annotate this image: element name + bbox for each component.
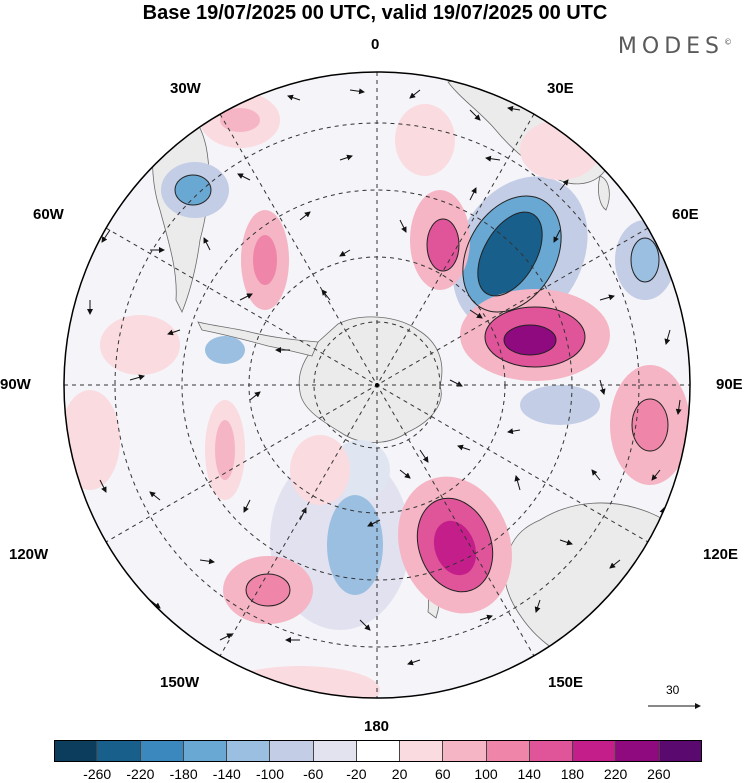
colorbar-tick-label: 180	[560, 766, 585, 782]
colorbar-tick-label: -220	[126, 766, 155, 782]
modes-logo: MODES©	[618, 34, 732, 59]
colorbar	[54, 740, 702, 762]
colorbar-swatch	[270, 740, 314, 762]
lon-label-60w: 60W	[33, 206, 64, 223]
lon-label-90w: 90W	[0, 376, 31, 393]
colorbar-tick-label: 140	[517, 766, 541, 782]
map-field	[64, 72, 690, 698]
lon-label-30w: 30W	[170, 80, 201, 97]
colorbar-swatch	[356, 740, 401, 762]
lon-label-0: 0	[371, 36, 380, 53]
colorbar-swatch	[183, 740, 228, 762]
map-boundary	[63, 71, 691, 699]
antarctica	[298, 316, 443, 443]
colorbar-tick-label: -140	[212, 766, 241, 782]
colorbar-tick-label: 260	[647, 766, 671, 782]
lon-label-30e: 30E	[547, 80, 574, 97]
lon-label-150e: 150E	[548, 674, 584, 691]
colorbar-tick-label: 20	[391, 766, 408, 782]
reference-vector-label: 30	[666, 683, 680, 697]
colorbar-swatch	[616, 740, 660, 762]
lon-label-60e: 60E	[672, 206, 699, 223]
lon-label-150w: 150W	[160, 674, 200, 691]
brand-mark: ©	[724, 37, 732, 47]
colorbar-swatch	[529, 740, 574, 762]
lon-label-90e: 90E	[716, 376, 743, 393]
colorbar-swatch	[97, 740, 141, 762]
colorbar-swatch	[313, 740, 357, 762]
colorbar-swatch	[54, 740, 98, 762]
madagascar	[598, 175, 610, 211]
colorbar-swatch	[659, 740, 702, 762]
map-title: Base 19/07/2025 00 UTC, valid 19/07/2025…	[142, 2, 608, 24]
colorbar-swatch	[573, 740, 617, 762]
colorbar-swatch	[443, 740, 487, 762]
colorbar-tick-label: 60	[435, 766, 451, 782]
colorbar-tick-label: -60	[303, 766, 324, 782]
lon-label-120w: 120W	[9, 546, 49, 563]
colorbar-tick-label: 220	[603, 766, 628, 782]
colorbar-tick-label: -100	[255, 766, 285, 782]
lon-label-180: 180	[364, 718, 390, 735]
colorbar-swatch	[140, 740, 184, 762]
colorbar-swatch	[486, 740, 530, 762]
colorbar-tick-label: -180	[169, 766, 198, 782]
lon-label-120e: 120E	[703, 546, 739, 563]
wind-vectors	[87, 88, 682, 666]
brand-text: MODES	[617, 34, 724, 59]
colorbar-swatch	[227, 740, 271, 762]
colorbar-tick-label: 100	[474, 766, 498, 782]
colorbar-tick-label: -20	[346, 766, 367, 782]
south-pole-marker	[375, 383, 379, 387]
colorbar-tick-label: -260	[83, 766, 112, 782]
colorbar-swatch	[400, 740, 444, 762]
